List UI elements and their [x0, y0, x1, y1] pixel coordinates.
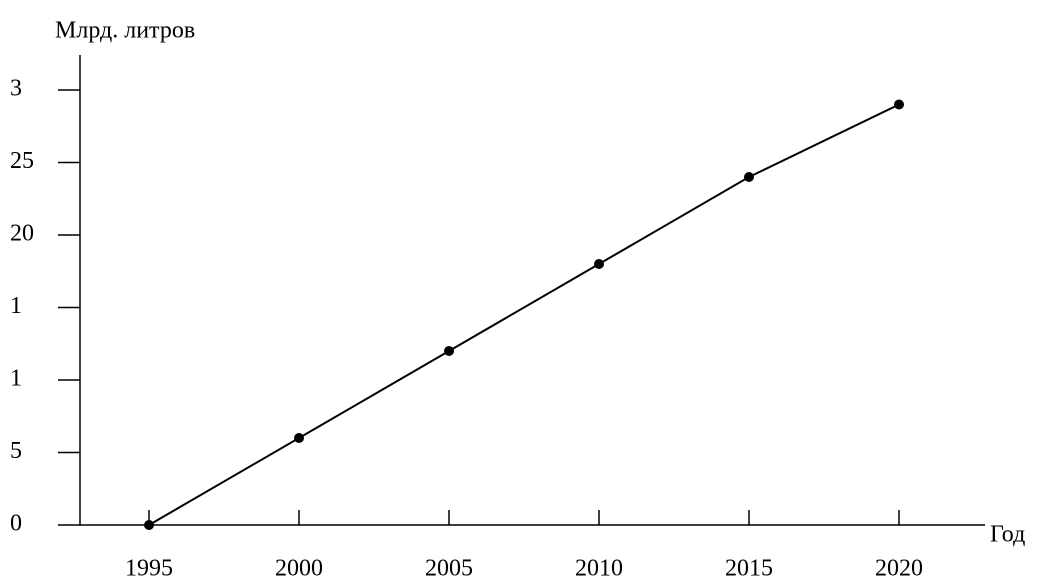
data-point — [894, 99, 904, 110]
data-point — [444, 346, 454, 356]
data-point — [594, 259, 604, 269]
x-tick-label: 2000 — [275, 556, 323, 582]
x-tick-label: 1995 — [125, 556, 173, 582]
data-point — [294, 433, 304, 443]
data-point — [744, 172, 754, 182]
y-tick-label: 3 — [10, 76, 22, 102]
x-tick-label: 2015 — [725, 556, 773, 582]
data-line — [148, 103, 900, 526]
y-tick-label: 1 — [10, 366, 22, 392]
y-tick-label: 25 — [10, 148, 34, 174]
data-point — [144, 520, 154, 530]
x-tick-label: 2020 — [875, 556, 923, 582]
y-tick-label: 1 — [10, 293, 22, 319]
y-axis-label: Млрд. литров — [55, 18, 195, 44]
x-tick-label: 2005 — [425, 556, 473, 582]
y-tick-label: 0 — [10, 511, 22, 537]
x-tick-label: 2010 — [575, 556, 623, 582]
y-tick-label: 5 — [10, 438, 22, 464]
x-axis-label: Год — [990, 522, 1025, 548]
y-tick-label: 20 — [10, 221, 34, 247]
